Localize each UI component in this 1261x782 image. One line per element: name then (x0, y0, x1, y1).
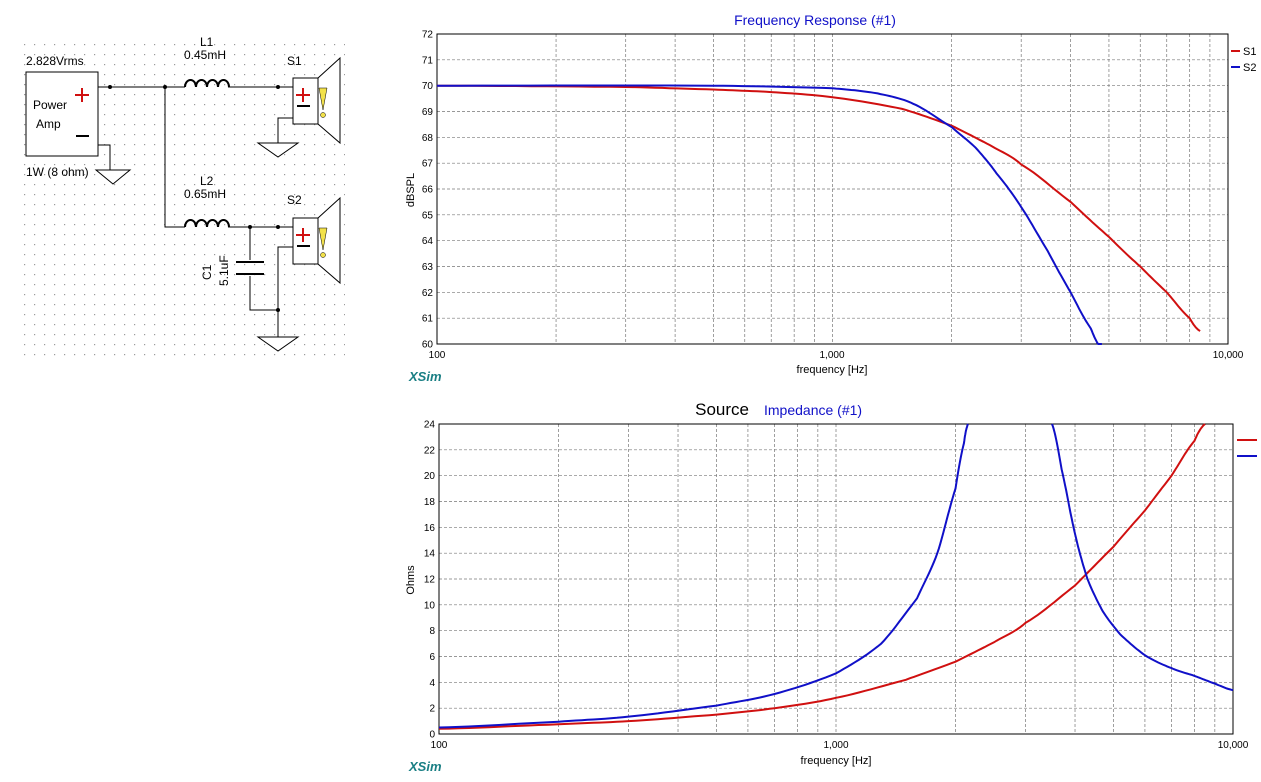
junction-dots (108, 85, 280, 312)
y-tick-label: 65 (422, 210, 434, 221)
y-tick-label: 63 (422, 262, 434, 273)
power-amp-label-line1: Power (33, 98, 67, 112)
power-amp[interactable]: Power Amp (25, 71, 99, 157)
x-tick-label: 10,000 (1218, 740, 1249, 751)
y-tick-label: 4 (429, 678, 435, 689)
y-axis-label: dBSPL (405, 173, 417, 207)
x-axis-label: frequency [Hz] (797, 364, 868, 376)
series-line-blue (438, 423, 969, 729)
series-line-red (438, 423, 1206, 730)
inductor-icon (184, 219, 230, 228)
capacitor-icon (236, 261, 264, 275)
plot-frame (436, 33, 1229, 345)
series-line-s2 (437, 84, 1102, 345)
series-line-blue (1051, 423, 1234, 692)
y-tick-label: 2 (429, 704, 435, 715)
speaker-icon (292, 56, 341, 145)
y-tick-label: 22 (424, 445, 436, 456)
speaker-s2-name: S2 (287, 193, 302, 207)
plus-terminal-icon (75, 88, 89, 102)
series-line-s1 (437, 84, 1201, 332)
ground-icon (94, 160, 132, 185)
chart-series (437, 84, 1201, 345)
y-tick-label: 16 (424, 523, 436, 534)
speaker-s2[interactable]: S2 (287, 193, 341, 285)
y-tick-labels: 60 61 62 63 64 65 66 67 68 69 70 71 72 (422, 30, 434, 351)
y-tick-label: 72 (422, 30, 434, 41)
inductor-l2-value: 0.65mH (184, 187, 226, 201)
inductor-l1-value: 0.45mH (184, 48, 226, 62)
capacitor-c1-name: C1 (200, 264, 214, 280)
x-tick-label: 1,000 (819, 350, 844, 361)
chart-grid (436, 33, 1229, 345)
chart-legend (1237, 439, 1257, 457)
y-tick-label: 70 (422, 81, 434, 92)
ground-icon (256, 142, 300, 158)
inductor-icon (184, 79, 230, 88)
ground-icon (256, 336, 300, 352)
wires (98, 86, 293, 337)
y-tick-label: 24 (424, 420, 436, 431)
x-tick-label: 100 (431, 740, 448, 751)
inductor-l1[interactable]: L1 0.45mH (184, 35, 230, 88)
chart-title: Frequency Response (#1) (734, 12, 896, 28)
y-tick-label: 18 (424, 497, 436, 508)
inductor-l2-name: L2 (200, 174, 214, 188)
y-tick-label: 71 (422, 55, 434, 66)
y-tick-label: 10 (424, 600, 436, 611)
legend-label-s1: S1 (1243, 46, 1256, 58)
plot-frame (438, 423, 1234, 735)
crossover-schematic: Power Amp 2.828Vrms 1W (8 ohm) (20, 35, 345, 358)
y-tick-label: 68 (422, 133, 434, 144)
y-tick-label: 66 (422, 185, 434, 196)
y-tick-label: 61 (422, 314, 434, 325)
xsim-brand-logo: XSim (408, 369, 442, 384)
y-tick-label: 20 (424, 471, 436, 482)
x-tick-label: 10,000 (1213, 350, 1244, 361)
y-tick-label: 14 (424, 549, 436, 560)
speaker-s1-name: S1 (287, 54, 302, 68)
legend-label-s2: S2 (1243, 62, 1256, 74)
inductor-l1-name: L1 (200, 35, 214, 49)
y-tick-label: 60 (422, 340, 434, 351)
y-tick-label: 67 (422, 159, 434, 170)
speaker-icon (292, 196, 341, 285)
xsim-brand-logo: XSim (408, 759, 442, 774)
source-rating: 1W (8 ohm) (26, 165, 89, 179)
y-axis-label: Ohms (405, 565, 417, 595)
inductor-l2[interactable]: L2 0.65mH (184, 174, 230, 228)
x-axis-label: frequency [Hz] (801, 755, 872, 767)
source-voltage: 2.828Vrms (26, 54, 84, 68)
x-tick-label: 100 (429, 350, 446, 361)
y-tick-label: 6 (429, 652, 435, 663)
y-tick-label: 69 (422, 107, 434, 118)
y-tick-label: 0 (429, 730, 435, 741)
chart-subtitle: Impedance (#1) (764, 402, 862, 418)
power-amp-label-line2: Amp (36, 117, 61, 131)
y-tick-label: 62 (422, 288, 434, 299)
chart-grid (438, 423, 1234, 735)
chart-series (438, 423, 1234, 730)
y-tick-label: 12 (424, 575, 436, 586)
speaker-s1[interactable]: S1 (287, 54, 341, 145)
x-tick-label: 1,000 (823, 740, 848, 751)
chart-legend: S1 S2 (1231, 46, 1256, 74)
chart-title: Source (695, 400, 749, 419)
y-tick-label: 8 (429, 626, 435, 637)
y-tick-label: 64 (422, 236, 434, 247)
capacitor-c1-value: 5.1uF (217, 255, 231, 286)
capacitor-c1[interactable]: C1 5.1uF (200, 255, 264, 286)
